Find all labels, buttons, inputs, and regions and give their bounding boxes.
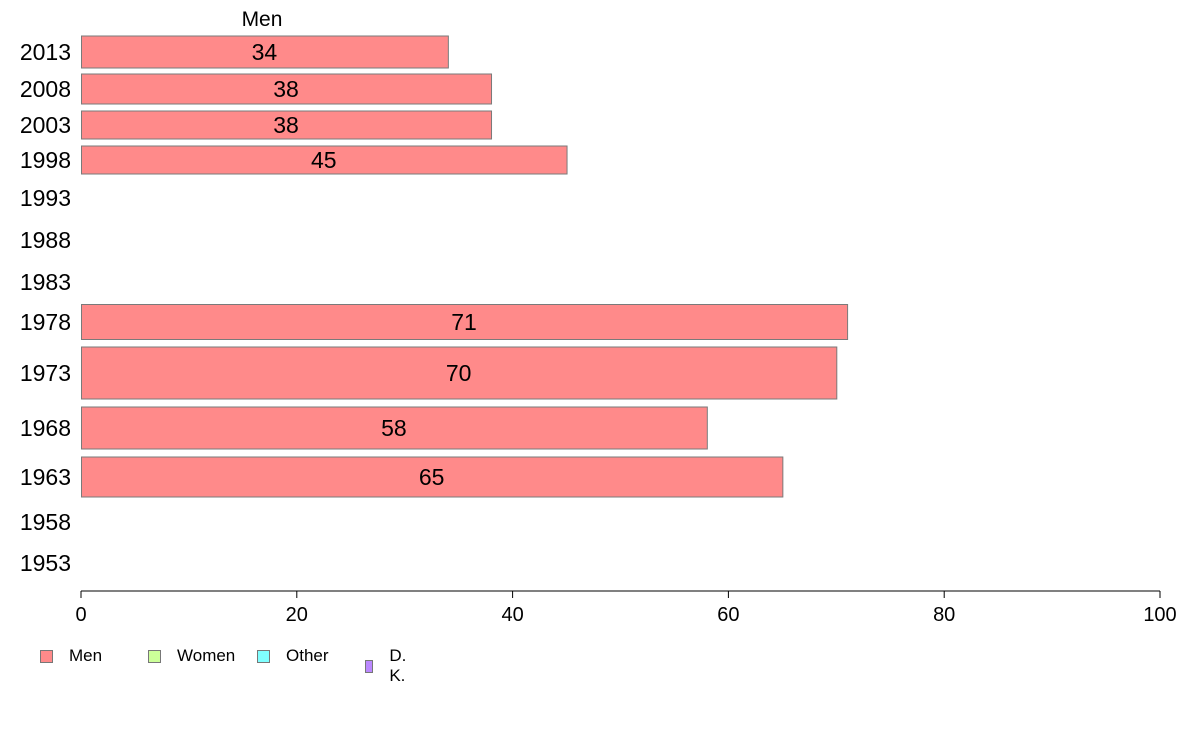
bar-value-label-2013: 34 xyxy=(252,39,278,65)
y-tick-label-1968: 1968 xyxy=(20,415,71,441)
bar-1963 xyxy=(81,456,784,498)
bars-group: 34 38 38 45 71 70 58 65 xyxy=(81,35,849,498)
bar-1968 xyxy=(81,406,708,450)
legend-swatch-women xyxy=(148,649,161,663)
y-tick-label-1978: 1978 xyxy=(20,309,71,335)
y-tick-label-2008: 2008 xyxy=(20,76,71,102)
x-axis: 0 20 40 60 80 100 xyxy=(75,590,1177,626)
x-tick-label-60: 60 xyxy=(717,604,739,626)
y-tick-label-1973: 1973 xyxy=(20,360,71,386)
y-tick-label-1953: 1953 xyxy=(20,550,71,576)
bar-1973 xyxy=(81,346,838,400)
bar-value-label-1963: 65 xyxy=(419,464,445,490)
bar-2013 xyxy=(81,35,449,69)
bar-1978 xyxy=(81,304,849,340)
bar-1998 xyxy=(81,145,568,175)
bar-value-label-1968: 58 xyxy=(381,415,407,441)
legend-label-women: Women xyxy=(177,646,236,665)
y-tick-label-1963: 1963 xyxy=(20,464,71,490)
legend-item-other: Other xyxy=(257,646,329,666)
legend-label-other: Other xyxy=(286,646,329,665)
x-tick-label-100: 100 xyxy=(1143,604,1176,626)
bar-2003 xyxy=(81,110,493,140)
legend-item-women: Women xyxy=(148,646,235,666)
bar-value-label-2008: 38 xyxy=(273,76,299,102)
bar-value-label-2003: 38 xyxy=(273,112,299,138)
bar-value-label-1973: 70 xyxy=(446,360,472,386)
chart-title: Men xyxy=(242,8,283,31)
x-tick-label-80: 80 xyxy=(933,604,955,626)
y-tick-labels: 2013 2008 2003 1998 1993 1988 1983 1978 1973 1968… xyxy=(20,39,71,576)
legend-swatch-dk xyxy=(365,659,374,673)
bar-value-label-1998: 45 xyxy=(311,147,337,173)
legend-item-men: Men xyxy=(40,646,102,666)
y-tick-label-1958: 1958 xyxy=(20,509,71,535)
legend-swatch-other xyxy=(257,649,270,663)
x-tick-label-0: 0 xyxy=(75,604,86,626)
legend-item-dk: D. K. xyxy=(365,646,411,686)
y-tick-label-1983: 1983 xyxy=(20,269,71,295)
bar-2008 xyxy=(81,73,493,105)
legend-label-dk: D. K. xyxy=(389,646,407,685)
y-tick-label-1998: 1998 xyxy=(20,147,71,173)
x-tick-label-20: 20 xyxy=(286,604,308,626)
y-tick-label-2013: 2013 xyxy=(20,39,71,65)
y-tick-label-1993: 1993 xyxy=(20,185,71,211)
bar-value-label-1978: 71 xyxy=(451,309,477,335)
y-tick-label-2003: 2003 xyxy=(20,112,71,138)
y-tick-label-1988: 1988 xyxy=(20,227,71,253)
x-tick-label-40: 40 xyxy=(501,604,523,626)
legend-swatch-men xyxy=(40,649,53,663)
legend-label-men: Men xyxy=(69,646,103,665)
